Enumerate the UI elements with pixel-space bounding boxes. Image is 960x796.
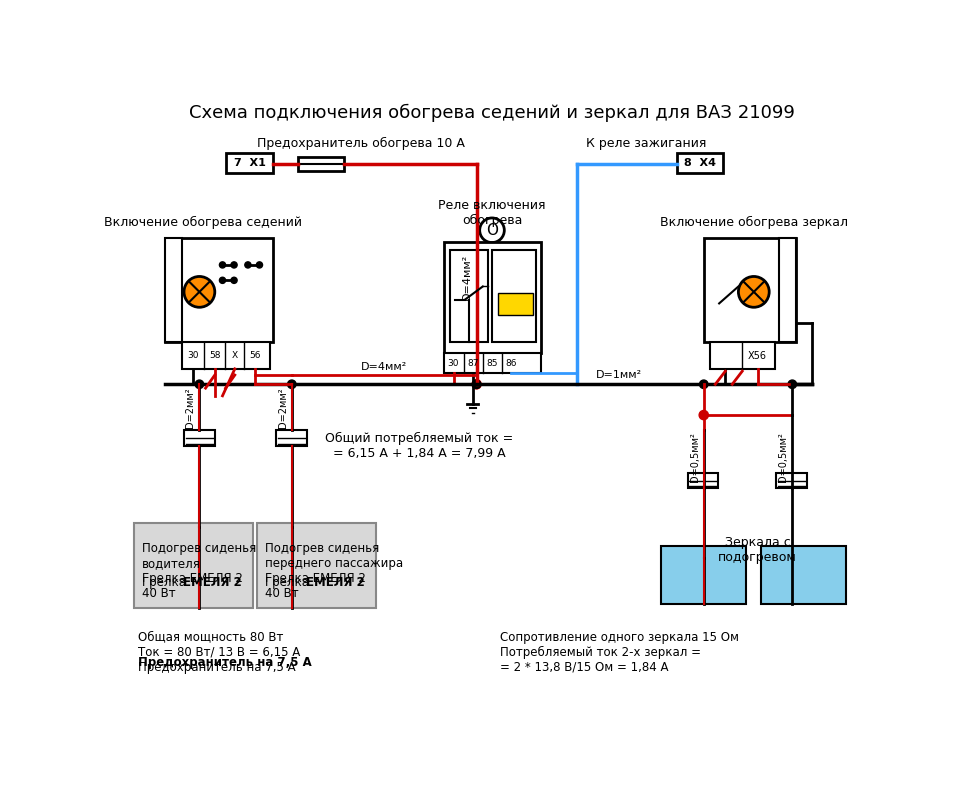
Bar <box>704 238 796 342</box>
Circle shape <box>288 380 296 388</box>
Text: 30: 30 <box>447 359 459 368</box>
Circle shape <box>480 218 504 243</box>
Text: D=2мм²: D=2мм² <box>185 387 195 427</box>
Circle shape <box>788 380 797 388</box>
Circle shape <box>220 277 226 283</box>
Bar <box>761 546 846 603</box>
Bar <box>492 249 536 342</box>
Circle shape <box>184 276 215 307</box>
Circle shape <box>738 276 769 307</box>
Circle shape <box>245 262 251 268</box>
Text: К реле зажигания: К реле зажигания <box>586 137 707 150</box>
Bar <box>687 473 718 488</box>
Text: Грелка: Грелка <box>265 576 313 589</box>
Text: 8  Х4: 8 Х4 <box>684 158 716 168</box>
Bar <box>276 431 307 446</box>
Circle shape <box>220 262 226 268</box>
Bar <box>257 523 376 607</box>
Text: D=0,5мм²: D=0,5мм² <box>689 432 700 482</box>
Bar <box>184 431 215 446</box>
Bar <box>444 242 540 353</box>
Text: Включение обогрева седений: Включение обогрева седений <box>105 216 302 229</box>
Text: D=4мм²: D=4мм² <box>361 361 407 372</box>
Text: Общая мощность 80 Вт
Ток = 80 Вт/ 13 В = 6,15 А
Предохранитель на 7,5 А: Общая мощность 80 Вт Ток = 80 Вт/ 13 В =… <box>138 630 300 673</box>
Text: Подогрев сиденья
водителя
Грелка ЕМЕЛЯ 2
40 Вт: Подогрев сиденья водителя Грелка ЕМЕЛЯ 2… <box>142 542 256 600</box>
Bar <box>661 546 746 603</box>
Bar <box>227 154 273 173</box>
Text: ЕМЕЛЯ 2: ЕМЕЛЯ 2 <box>306 576 365 589</box>
Bar <box>134 523 253 607</box>
Circle shape <box>699 411 708 419</box>
Bar <box>677 154 723 173</box>
Text: D=2мм²: D=2мм² <box>277 387 288 427</box>
Text: Зеркала с
подогревом: Зеркала с подогревом <box>718 536 797 564</box>
Text: 87: 87 <box>467 359 478 368</box>
Text: Х: Х <box>231 351 238 361</box>
Text: 30: 30 <box>187 351 199 361</box>
Circle shape <box>472 380 481 389</box>
Bar <box>444 353 540 373</box>
Text: ЕМЕЛЯ 2: ЕМЕЛЯ 2 <box>183 576 242 589</box>
Text: 58: 58 <box>209 351 221 361</box>
Text: Реле включения
обогрева: Реле включения обогрева <box>439 198 545 227</box>
Circle shape <box>195 380 204 388</box>
Bar <box>776 473 807 488</box>
Text: O: O <box>486 223 498 238</box>
Text: Предохранитель обогрева 10 А: Предохранитель обогрева 10 А <box>257 137 465 150</box>
Circle shape <box>472 380 481 388</box>
Text: Включение обогрева зеркал: Включение обогрева зеркал <box>660 216 848 229</box>
Text: D=4мм²: D=4мм² <box>463 253 472 299</box>
Text: D=1мм²: D=1мм² <box>596 370 642 380</box>
Text: D=0,5мм²: D=0,5мм² <box>778 432 788 482</box>
Circle shape <box>256 262 262 268</box>
Bar <box>498 294 533 315</box>
Text: 56: 56 <box>249 351 260 361</box>
Text: Предохранитель на 7,5 А: Предохранитель на 7,5 А <box>138 656 312 669</box>
Text: 7  Х1: 7 Х1 <box>233 158 265 168</box>
Circle shape <box>700 380 708 388</box>
Text: Схема подключения обогрева седений и зеркал для ВАЗ 21099: Схема подключения обогрева седений и зер… <box>189 103 795 122</box>
Bar <box>449 249 488 342</box>
Bar <box>181 342 271 369</box>
Text: 85: 85 <box>487 359 497 368</box>
Text: Грелка: Грелка <box>142 576 189 589</box>
Bar <box>709 342 775 369</box>
Bar <box>298 157 344 171</box>
Text: Сопротивление одного зеркала 15 Ом
Потребляемый ток 2-х зеркал =
= 2 * 13,8 В/15: Сопротивление одного зеркала 15 Ом Потре… <box>500 630 738 673</box>
Bar <box>165 238 273 342</box>
Circle shape <box>231 277 237 283</box>
Bar <box>780 238 796 342</box>
Text: Подогрев сиденья
переднего пассажира
Грелка ЕМЕЛЯ 2
40 Вт: Подогрев сиденья переднего пассажира Гре… <box>265 542 403 600</box>
Text: 86: 86 <box>506 359 517 368</box>
Text: Х56: Х56 <box>748 351 767 361</box>
Circle shape <box>231 262 237 268</box>
Bar <box>165 238 181 342</box>
Text: Общий потребляемый ток =
= 6,15 А + 1,84 А = 7,99 А: Общий потребляемый ток = = 6,15 А + 1,84… <box>324 432 513 460</box>
